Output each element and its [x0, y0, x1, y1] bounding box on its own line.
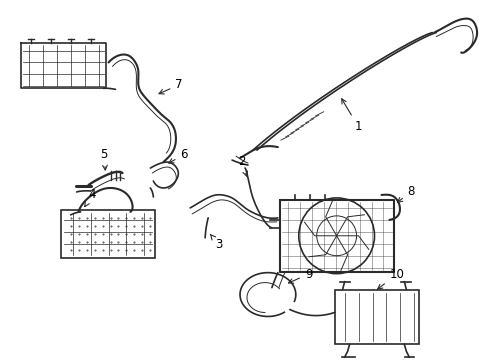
Text: 1: 1 — [342, 99, 362, 133]
Text: 10: 10 — [378, 267, 404, 289]
Text: 4: 4 — [85, 188, 96, 207]
Text: 3: 3 — [210, 234, 222, 251]
Text: 5: 5 — [100, 148, 108, 170]
Text: 7: 7 — [159, 78, 183, 94]
Text: 8: 8 — [397, 185, 415, 202]
Text: 2: 2 — [238, 155, 247, 176]
Text: 9: 9 — [289, 267, 312, 283]
Text: 6: 6 — [169, 148, 188, 163]
